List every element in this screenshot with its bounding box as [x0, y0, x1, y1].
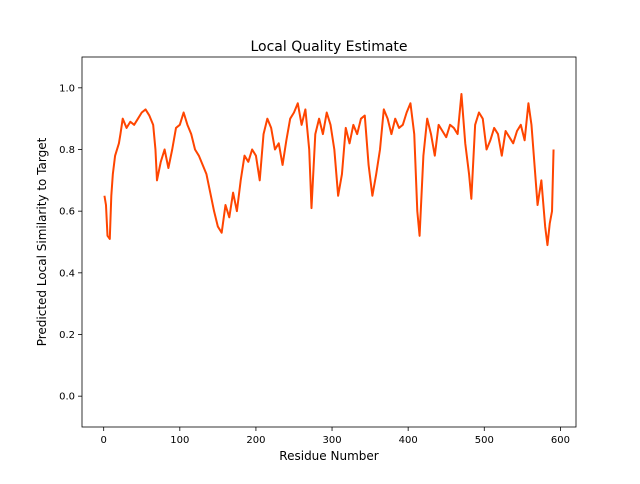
y-tick-label: 0.0 — [59, 392, 75, 403]
x-tick-label: 400 — [399, 435, 418, 446]
x-tick-label: 0 — [101, 435, 107, 446]
x-tick-label: 100 — [170, 435, 189, 446]
x-axis-label: Residue Number — [279, 449, 378, 463]
y-tick-label: 0.2 — [59, 330, 75, 341]
x-tick-label: 200 — [246, 435, 265, 446]
plot-frame — [81, 56, 577, 428]
y-axis-label: Predicted Local Similarity to Target — [35, 137, 49, 346]
x-tick-label: 600 — [551, 435, 570, 446]
y-tick-label: 1.0 — [59, 83, 75, 94]
y-tick-label: 0.4 — [59, 268, 75, 279]
x-tick-label: 300 — [322, 435, 341, 446]
y-tick-label: 0.6 — [59, 207, 75, 218]
data-line — [103, 93, 555, 247]
y-tick-label: 0.8 — [59, 145, 75, 156]
x-tick-label: 500 — [475, 435, 494, 446]
chart-title: Local Quality Estimate — [250, 39, 407, 55]
